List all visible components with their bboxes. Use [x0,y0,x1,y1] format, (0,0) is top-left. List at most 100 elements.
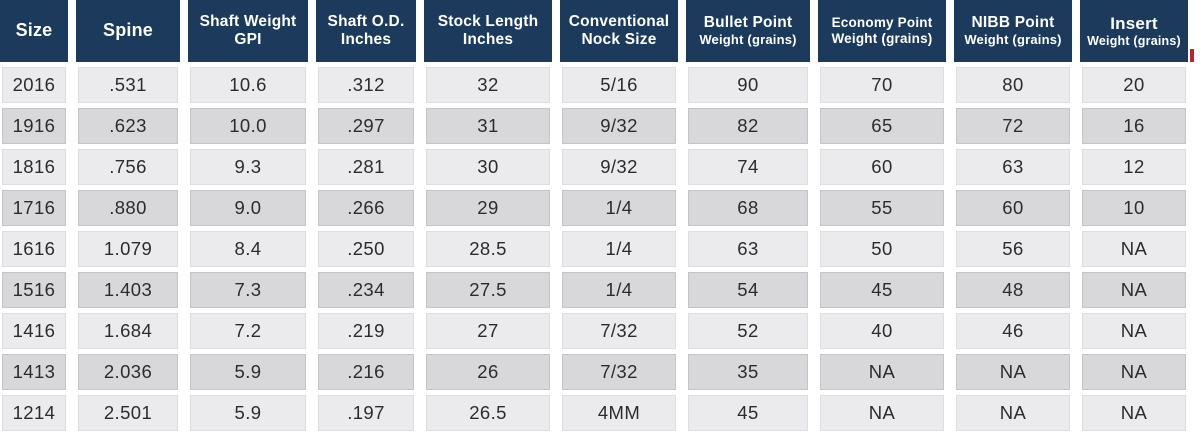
table-body: 2016 .531 10.6 .312 32 5/16 90 70 80 20 1916 .623 10… [0,67,1190,431]
table-cell: NA [956,354,1070,390]
table-row-1716: 1716 .880 9.0 .266 29 1/4 68 55 60 10 [0,190,1190,226]
table-row-1516: 1516 1.403 7.3 .234 27.5 1/4 54 45 48 NA [0,272,1190,308]
column-header-line2: Inches [340,31,392,48]
header-row: Size Spine Shaft Weight GPI Shaft O.D. Inches… [0,0,1190,62]
table-cell: 40 [820,313,944,349]
table-cell: NA [1082,313,1186,349]
table-cell: 5.9 [190,354,306,390]
table-cell: 30 [426,149,550,185]
table-cell: 10 [1082,190,1186,226]
table-cell: 1/4 [562,190,676,226]
column-header-size: Size [0,0,68,62]
column-header-line1: Economy Point [831,15,933,31]
column-header-line1: Shaft Weight [199,12,297,30]
column-header-shaft-o-d-: Shaft O.D. Inches [316,0,416,62]
table-cell: .216 [318,354,414,390]
table-cell: 10.0 [190,108,306,144]
table-cell: .297 [318,108,414,144]
table-cell: 1/4 [562,272,676,308]
column-header-economy-point: Economy Point Weight (grains) [818,0,946,62]
table-cell: 1.684 [78,313,178,349]
table-cell: 45 [820,272,944,308]
column-header-conventional: Conventional Nock Size [560,0,678,62]
table-cell: 1.403 [78,272,178,308]
table-cell: 72 [956,108,1070,144]
table-cell: 20 [1082,67,1186,103]
table-cell: 1916 [2,108,66,144]
table-cell: 7.3 [190,272,306,308]
table-cell: 55 [820,190,944,226]
table-cell: 1416 [2,313,66,349]
table-cell: 29 [426,190,550,226]
table-row-1916: 1916 .623 10.0 .297 31 9/32 82 65 72 16 [0,108,1190,144]
table-cell: 10.6 [190,67,306,103]
table-row-1416: 1416 1.684 7.2 .219 27 7/32 52 40 46 NA [0,313,1190,349]
table-cell: 5.9 [190,395,306,431]
table-cell: NA [1082,354,1186,390]
table-cell: 63 [956,149,1070,185]
table-cell: 63 [688,231,808,267]
table-cell: 32 [426,67,550,103]
table-cell: 16 [1082,108,1186,144]
column-header-line2: Nock Size [581,31,657,48]
table-cell: 65 [820,108,944,144]
table-cell: 70 [820,67,944,103]
table-row-2016: 2016 .531 10.6 .312 32 5/16 90 70 80 20 [0,67,1190,103]
table-cell: .250 [318,231,414,267]
table-cell: 35 [688,354,808,390]
table-cell: 1/4 [562,231,676,267]
column-header-line2: Weight (grains) [1087,33,1181,48]
column-header-line2: Weight (grains) [699,32,797,48]
column-header-line1: Bullet Point [703,14,793,32]
table-cell: 1214 [2,395,66,431]
table-cell: 4MM [562,395,676,431]
table-cell: NA [1082,272,1186,308]
table-cell: 7/32 [562,354,676,390]
table-cell: 60 [820,149,944,185]
table-cell: 1816 [2,149,66,185]
table-cell: 2.036 [78,354,178,390]
table-cell: .197 [318,395,414,431]
column-header-line2: Weight (grains) [964,32,1062,48]
table-cell: 9/32 [562,149,676,185]
column-header-stock-length: Stock Length Inches [424,0,552,62]
column-header-nibb-point: NIBB Point Weight (grains) [954,0,1072,62]
table-cell: NA [820,354,944,390]
table-cell: NA [1082,395,1186,431]
table-cell: 12 [1082,149,1186,185]
table-cell: 74 [688,149,808,185]
column-header-line1: Conventional [568,12,670,30]
table-cell: 82 [688,108,808,144]
table-cell: .266 [318,190,414,226]
column-header-line1: Stock Length [437,12,539,30]
table-cell: 45 [688,395,808,431]
table-cell: 5/16 [562,67,676,103]
table-cell: 27.5 [426,272,550,308]
table-cell: .531 [78,67,178,103]
table-cell: 7/32 [562,313,676,349]
table-cell: 68 [688,190,808,226]
table-cell: 1616 [2,231,66,267]
table-cell: .281 [318,149,414,185]
table-cell: NA [1082,231,1186,267]
column-header-line2: Weight (grains) [831,31,933,46]
table-cell: 7.2 [190,313,306,349]
table-cell: 90 [688,67,808,103]
table-cell: .756 [78,149,178,185]
column-header-spine: Spine [76,0,180,62]
table-cell: 26 [426,354,550,390]
column-header-line2: Inches [462,31,514,48]
column-header-bullet-point: Bullet Point Weight (grains) [686,0,810,62]
red-corner-accent [1190,49,1194,62]
table-row-1616: 1616 1.079 8.4 .250 28.5 1/4 63 50 56 NA [0,231,1190,267]
table-cell: 52 [688,313,808,349]
table-row-1816: 1816 .756 9.3 .281 30 9/32 74 60 63 12 [0,149,1190,185]
table-cell: 1.079 [78,231,178,267]
column-header-line1: NIBB Point [971,14,1055,32]
table-cell: 31 [426,108,550,144]
table-cell: .234 [318,272,414,308]
table-cell: .880 [78,190,178,226]
table-cell: 2.501 [78,395,178,431]
table-cell: 9/32 [562,108,676,144]
